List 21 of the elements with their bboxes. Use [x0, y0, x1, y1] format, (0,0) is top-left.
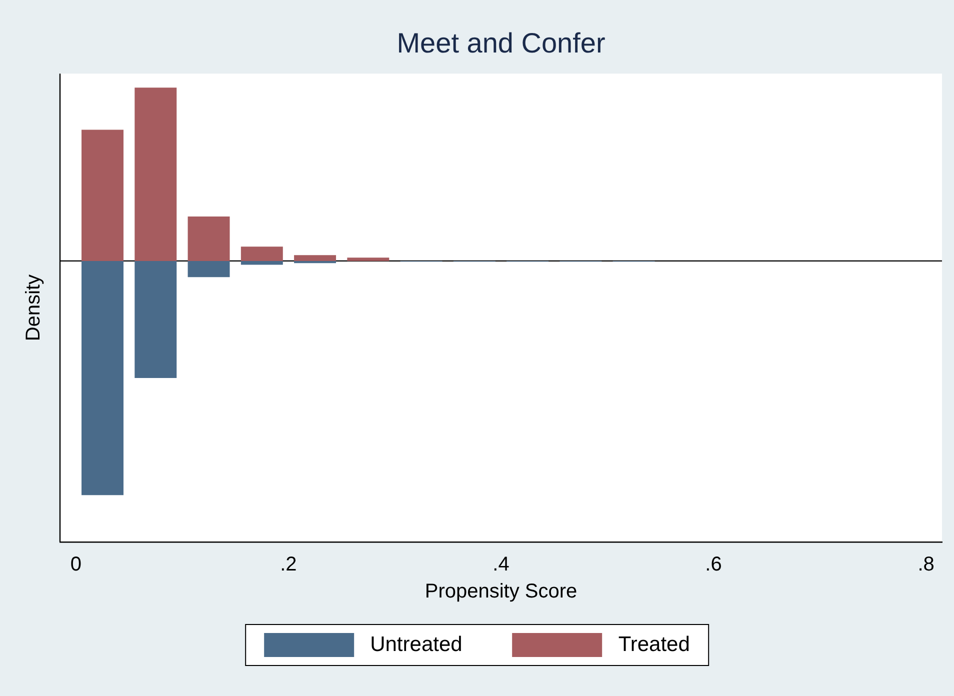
bar [188, 216, 230, 261]
x-tick-label: .6 [705, 554, 722, 576]
x-axis-title: Propensity Score [424, 580, 578, 603]
bar [134, 88, 177, 261]
bar [134, 260, 177, 378]
bar [188, 260, 230, 278]
x-tick-label: .8 [918, 554, 934, 576]
legend-label: Untreated [370, 633, 462, 657]
bar [294, 260, 336, 264]
bar [82, 260, 124, 496]
bar [240, 246, 283, 261]
x-tick-label: .4 [492, 554, 510, 576]
bar [347, 258, 390, 261]
bar [82, 130, 124, 261]
legend-label: Treated [618, 633, 690, 657]
x-tick-label: .2 [280, 554, 297, 576]
x-tick-label: 0 [70, 554, 82, 576]
bar [294, 255, 336, 261]
y-axis-title: Density [22, 274, 45, 342]
bar [240, 260, 283, 265]
chart-title: Meet and Confer [396, 28, 606, 59]
